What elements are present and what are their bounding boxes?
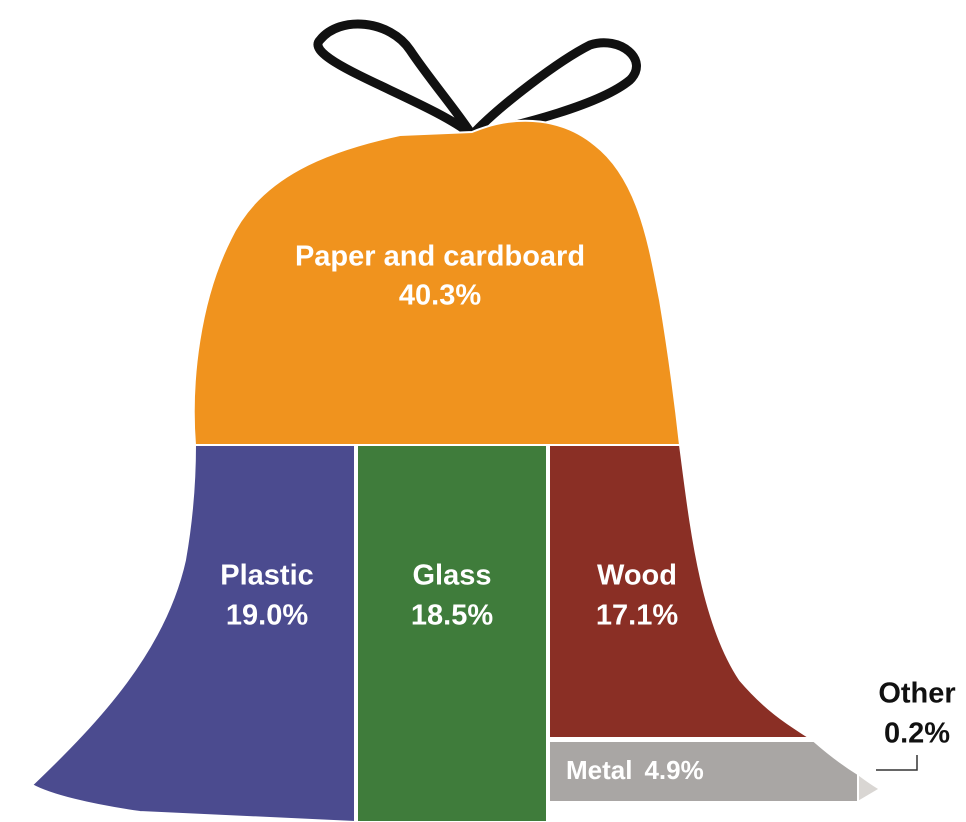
leader-line — [876, 755, 918, 771]
bag-segment — [548, 444, 814, 739]
category-name: Wood — [597, 560, 677, 592]
category-name: Plastic — [220, 560, 314, 592]
bag-segment — [356, 444, 548, 822]
value-label: 17.1% — [596, 600, 678, 632]
category-name: Paper and cardboard — [295, 241, 585, 273]
bag-segment — [857, 772, 882, 804]
bag-segment — [192, 119, 682, 446]
bag-segment — [30, 444, 356, 822]
value-label: 0.2% — [884, 718, 950, 750]
category-name: Other — [878, 678, 955, 710]
segment-label: Metal 4.9% — [566, 755, 704, 785]
category-name: Metal — [566, 755, 632, 785]
bag-knot — [313, 19, 641, 140]
value-label: 19.0% — [226, 600, 308, 632]
category-name: Glass — [413, 560, 492, 592]
value-label: 18.5% — [411, 600, 493, 632]
value-label: 4.9% — [644, 755, 703, 785]
value-label: 40.3% — [399, 280, 481, 312]
